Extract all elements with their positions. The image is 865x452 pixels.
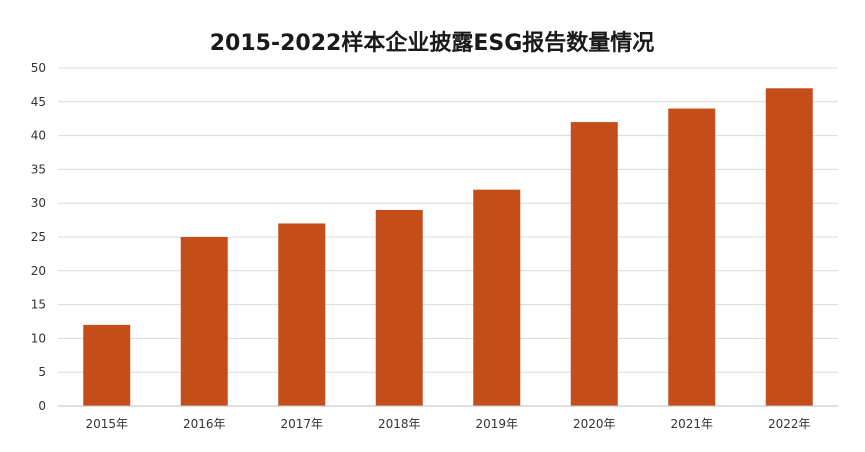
x-tick-label: 2019年	[475, 417, 518, 431]
y-tick-label: 25	[31, 230, 46, 244]
bar	[83, 324, 131, 406]
bar	[668, 108, 716, 406]
y-axis-tick-labels: 0 5 10 15 20 25 30 35 40 45 50	[31, 61, 46, 413]
x-tick-label: 2017年	[280, 417, 323, 431]
bar	[473, 189, 521, 406]
chart-title: 2015-2022样本企业披露ESG报告数量情况	[210, 30, 655, 56]
bar	[765, 88, 813, 406]
x-tick-label: 2015年	[85, 417, 128, 431]
bar	[375, 209, 423, 406]
x-axis-tick-labels: 2015年 2016年 2017年 2018年 2019年 2020年 2021年 2022年	[85, 417, 810, 431]
x-tick-label: 2022年	[768, 417, 811, 431]
x-tick-label: 2021年	[670, 417, 713, 431]
y-tick-label: 45	[31, 95, 46, 109]
y-tick-label: 35	[31, 162, 46, 176]
y-tick-label: 30	[31, 196, 46, 210]
y-tick-label: 50	[31, 61, 46, 75]
x-tick-label: 2018年	[378, 417, 421, 431]
bar	[180, 237, 228, 406]
y-tick-label: 15	[31, 298, 46, 312]
bar	[278, 223, 326, 406]
y-tick-label: 5	[38, 365, 46, 379]
y-tick-label: 20	[31, 264, 46, 278]
gridlines	[58, 67, 838, 373]
y-tick-label: 10	[31, 331, 46, 345]
bar	[570, 122, 618, 406]
x-tick-label: 2016年	[183, 417, 226, 431]
bars	[83, 88, 813, 406]
y-tick-label: 40	[31, 129, 46, 143]
x-tick-label: 2020年	[573, 417, 616, 431]
y-tick-label: 0	[38, 399, 46, 413]
